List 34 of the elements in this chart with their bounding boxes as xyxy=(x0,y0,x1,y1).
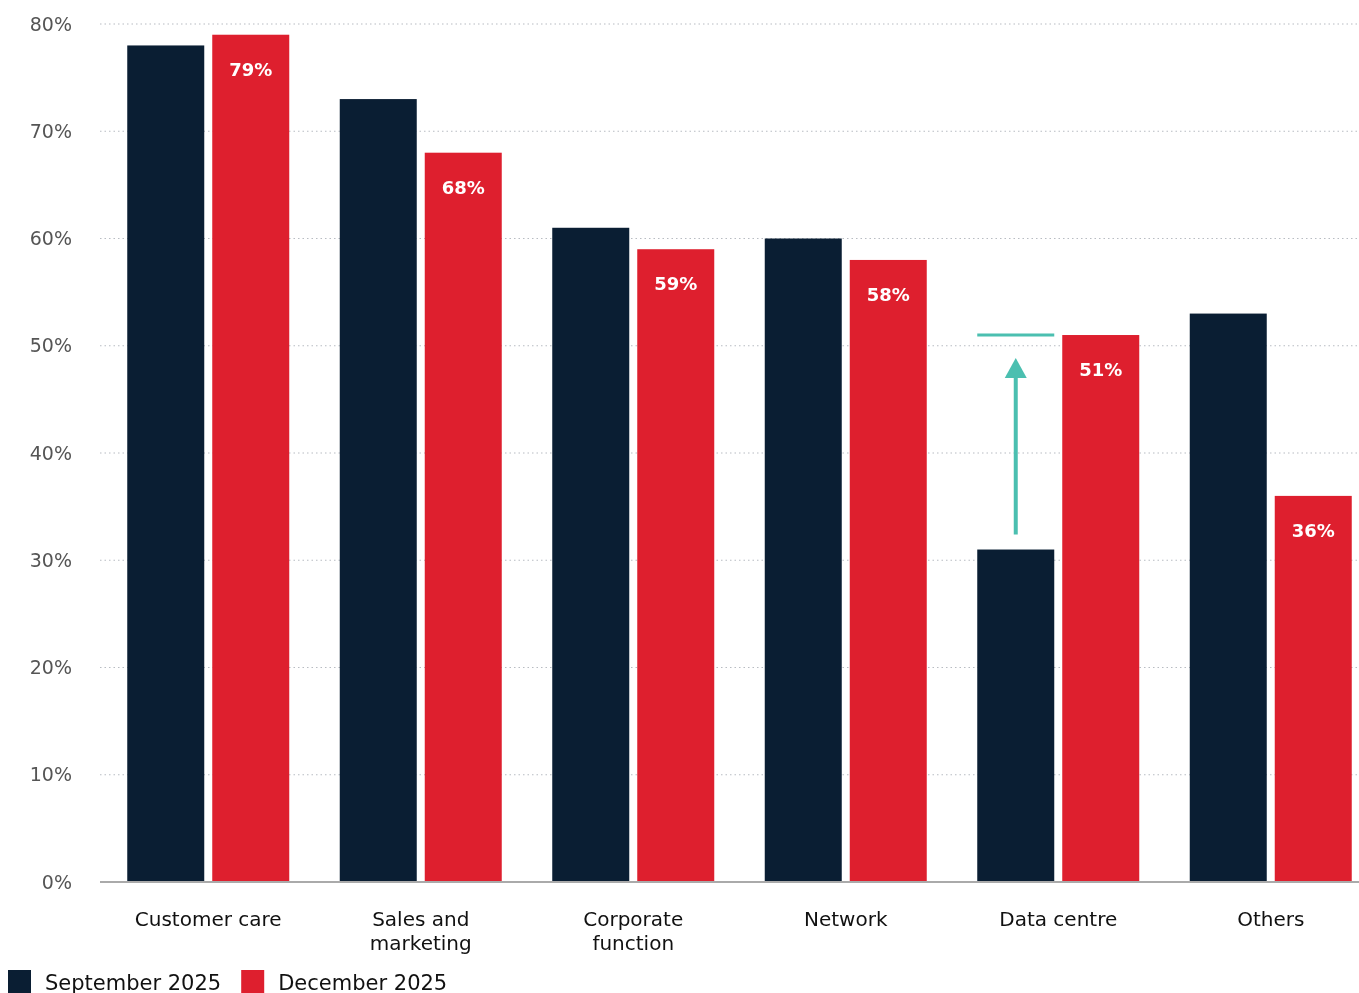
x-tick-label: Network xyxy=(803,907,888,931)
bar xyxy=(1062,335,1140,882)
y-tick-label: 80% xyxy=(29,12,72,35)
data-label: 36% xyxy=(1291,519,1335,541)
x-tick-label: Corporate function xyxy=(583,907,684,955)
bar xyxy=(339,99,417,882)
data-label: 68% xyxy=(441,176,485,198)
bar xyxy=(1189,313,1267,882)
bar xyxy=(424,152,502,882)
bar xyxy=(552,227,630,882)
x-tick-label: Others xyxy=(1237,907,1305,931)
data-label: 58% xyxy=(866,283,910,305)
y-tick-label: 0% xyxy=(41,870,72,893)
bar xyxy=(127,45,205,882)
data-label: 59% xyxy=(654,273,698,295)
y-tick-label: 50% xyxy=(29,334,72,357)
x-tick-label: Sales and marketing xyxy=(369,907,472,955)
bar xyxy=(1274,495,1352,882)
data-label: 51% xyxy=(1079,359,1123,381)
data-label: 79% xyxy=(229,58,273,80)
y-tick-label: 30% xyxy=(29,548,72,571)
bar xyxy=(764,238,842,882)
y-tick-label: 40% xyxy=(29,441,72,464)
x-tick-label: Customer care xyxy=(134,907,282,931)
bar xyxy=(977,549,1055,882)
y-tick-label: 60% xyxy=(29,227,72,250)
bar xyxy=(849,259,927,882)
bar xyxy=(637,249,715,882)
y-tick-label: 20% xyxy=(29,656,72,679)
y-tick-label: 70% xyxy=(29,119,72,142)
bar xyxy=(212,34,290,882)
legend-label: December 2025 xyxy=(278,971,448,993)
x-tick-label: Data centre xyxy=(999,907,1118,931)
y-tick-label: 10% xyxy=(29,763,72,786)
